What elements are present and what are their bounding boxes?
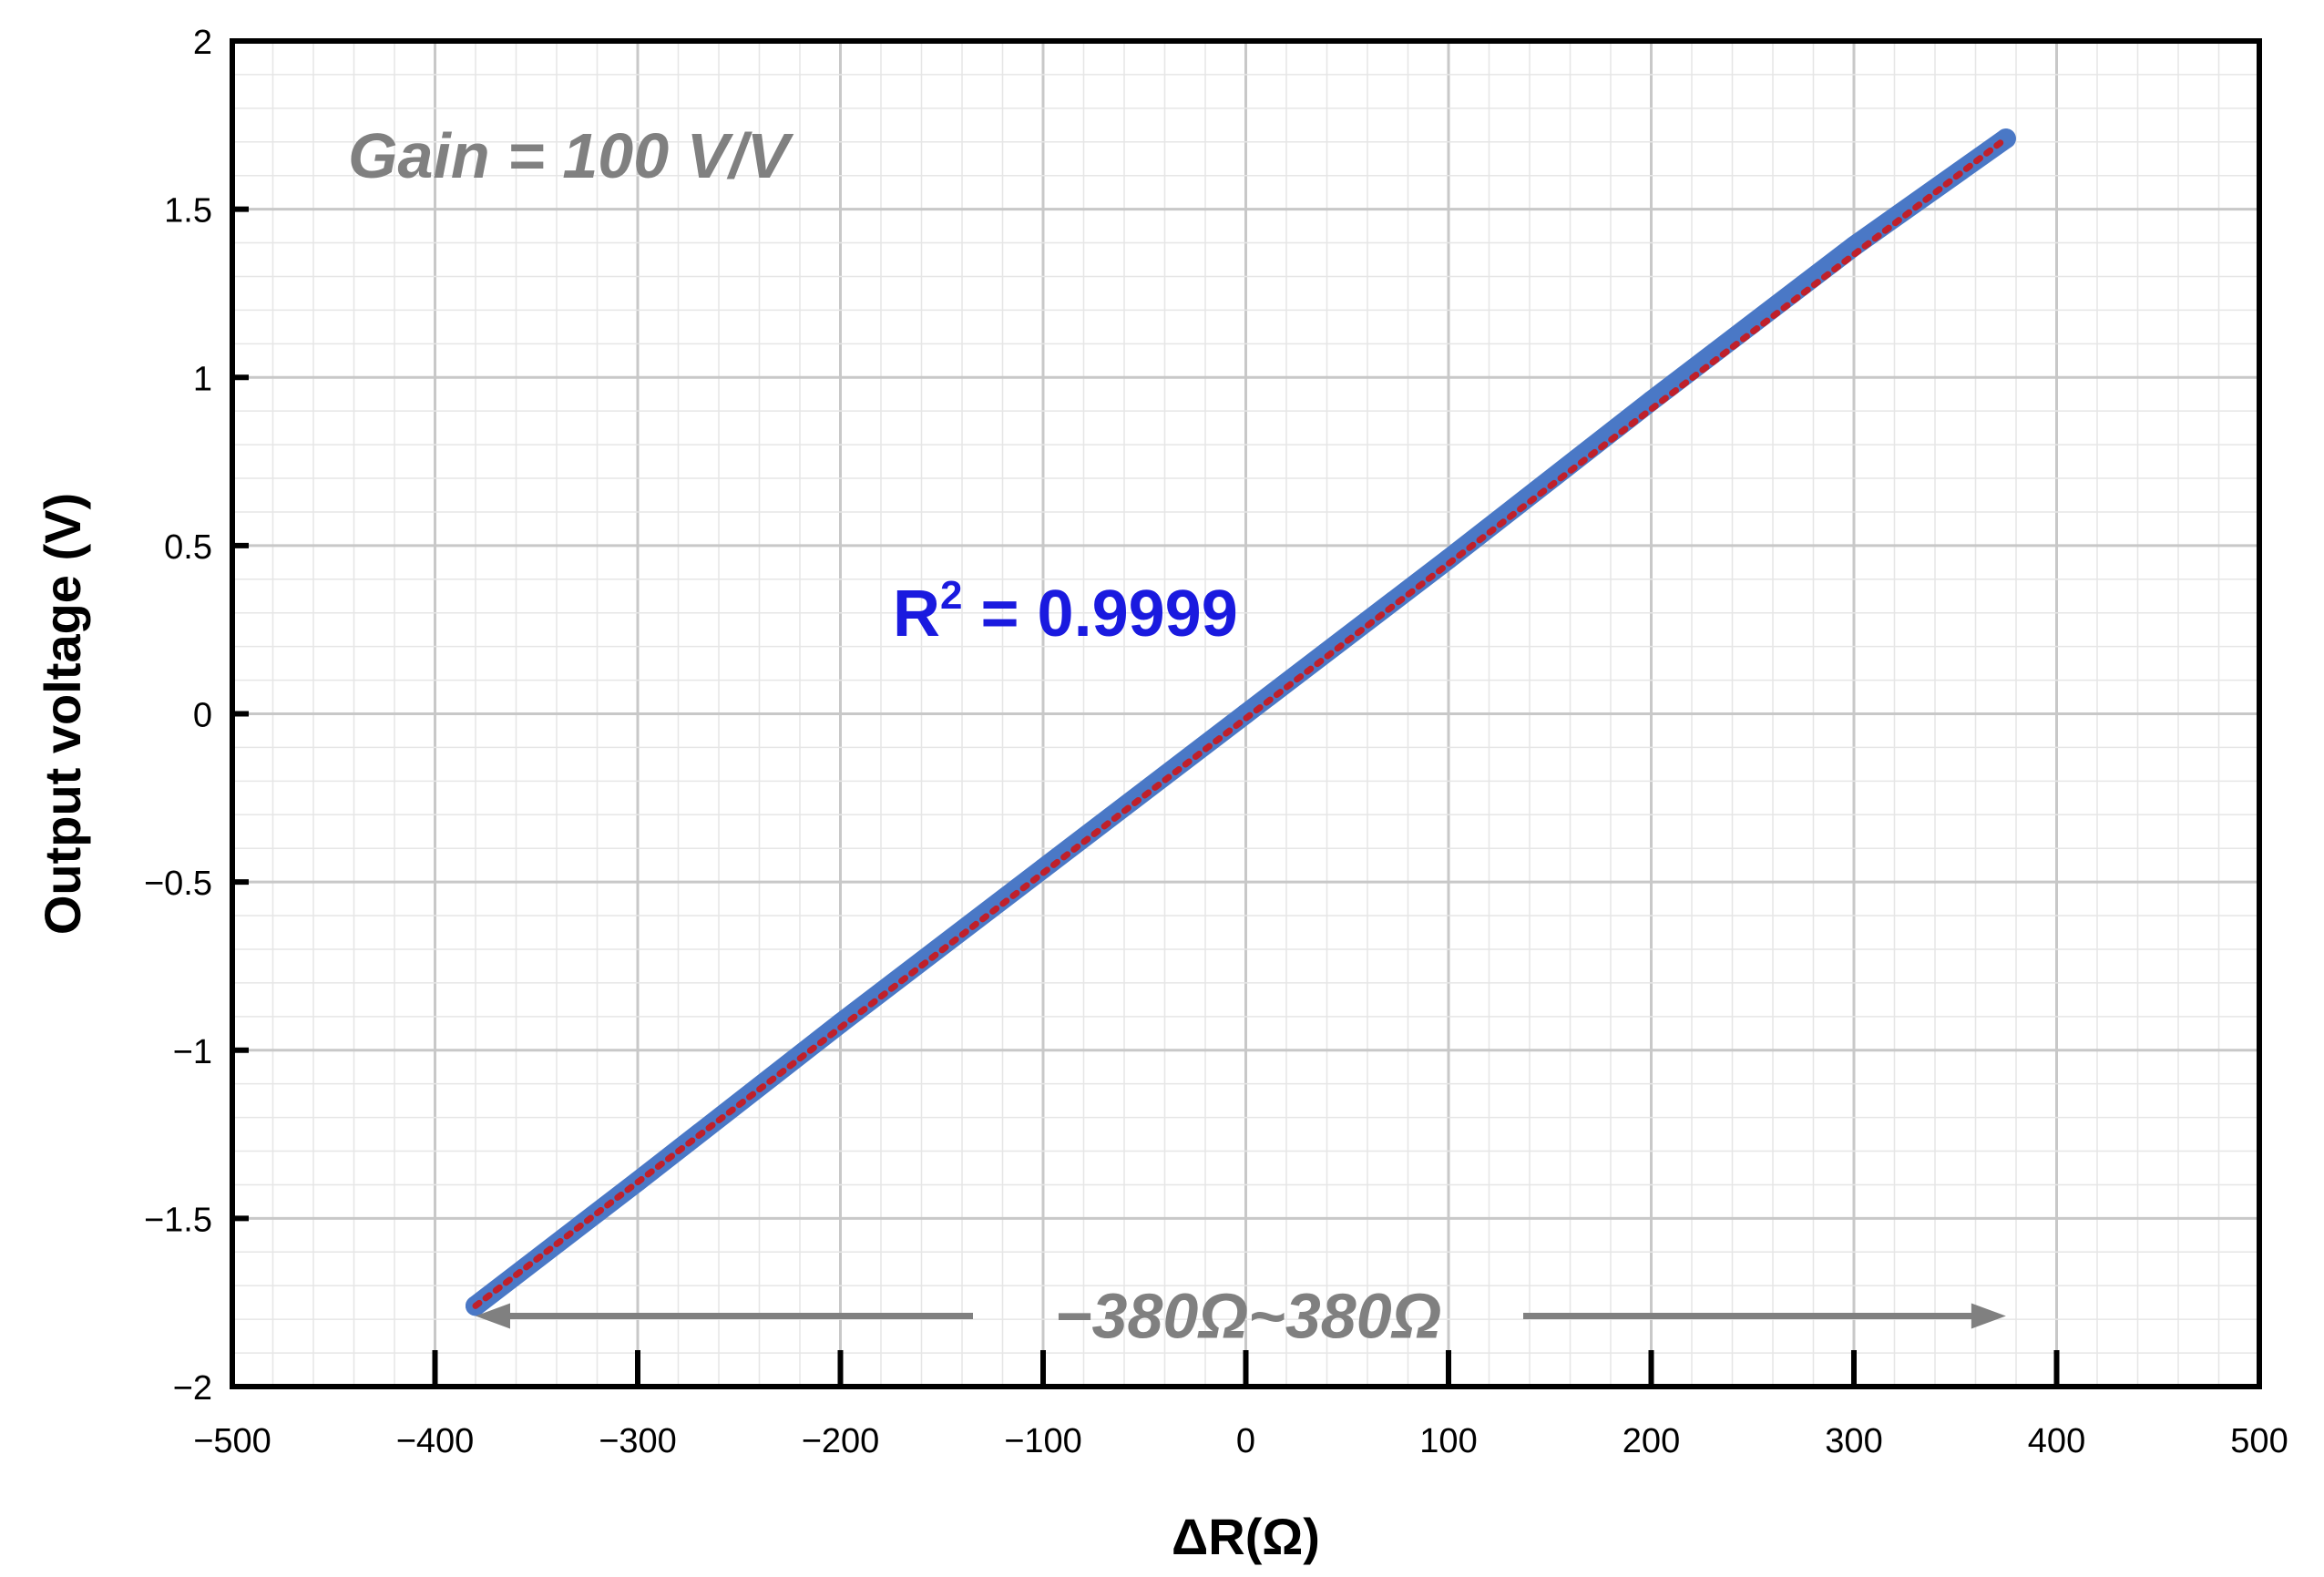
data-point xyxy=(1438,548,1459,569)
range-arrow xyxy=(476,1303,2006,1329)
y-tick-label: −2 xyxy=(173,1369,212,1408)
data-point xyxy=(1235,703,1256,724)
y-tick-label: 1 xyxy=(193,360,212,398)
arrow-head-left xyxy=(476,1303,510,1329)
y-tick-label: −1 xyxy=(173,1033,212,1071)
y-tick-label: 0.5 xyxy=(164,528,212,567)
r-squared-annotation: R2 = 0.9999 xyxy=(893,573,1238,650)
y-tick-label: 0 xyxy=(193,697,212,735)
r2-superscript: 2 xyxy=(940,573,962,618)
x-tick-label: 0 xyxy=(1236,1422,1255,1460)
y-tick-label: −0.5 xyxy=(144,865,212,903)
grid xyxy=(230,39,2261,1388)
gain-annotation: Gain = 100 V/V xyxy=(348,120,794,191)
data-point xyxy=(1033,858,1053,879)
x-tick-label: −100 xyxy=(1004,1422,1082,1460)
x-tick-label: −200 xyxy=(802,1422,880,1460)
x-tick-label: 400 xyxy=(2028,1422,2085,1460)
r2-value: = 0.9999 xyxy=(962,578,1237,650)
x-tick-label: 300 xyxy=(1825,1422,1882,1460)
range-annotation: −380Ω~380Ω xyxy=(1055,1280,1442,1351)
x-tick-label: −300 xyxy=(599,1422,677,1460)
x-tick-label: 500 xyxy=(2230,1422,2288,1460)
y-tick-label: −1.5 xyxy=(144,1201,212,1239)
x-tick-label: −400 xyxy=(396,1422,475,1460)
data-point xyxy=(830,1013,851,1034)
x-tick-label: 200 xyxy=(1623,1422,1680,1460)
series-layer xyxy=(466,128,2016,1316)
arrow-head-right xyxy=(1971,1303,2006,1329)
fit-line xyxy=(472,135,2010,1309)
tick-labels: −500 −400 −300 −200 −100 0 100 200 300 400 500 −2 −1… xyxy=(144,24,2288,1460)
x-tick-label: 100 xyxy=(1419,1422,1477,1460)
y-tick-label: 1.5 xyxy=(164,192,212,230)
y-tick-label: 2 xyxy=(193,24,212,62)
x-axis-title: ΔR(Ω) xyxy=(1172,1508,1320,1565)
y-axis-title: Output voltage (V) xyxy=(34,493,91,935)
r2-prefix: R xyxy=(893,578,940,650)
x-tick-label: −500 xyxy=(193,1422,271,1460)
ticks xyxy=(230,38,2262,1389)
